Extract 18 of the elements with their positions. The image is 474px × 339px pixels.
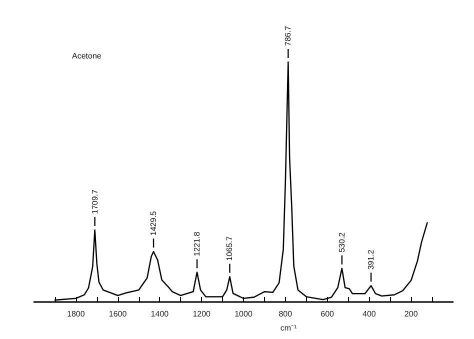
x-tick-label: 1800 xyxy=(67,310,86,318)
x-tick-label: 600 xyxy=(320,310,335,318)
x-tick-label: 800 xyxy=(278,310,293,318)
x-tick-label: 1400 xyxy=(150,310,170,318)
annotation: 391.2 xyxy=(366,249,376,270)
x-tick-label: 1000 xyxy=(234,310,253,318)
annotation: 1709.7 xyxy=(90,188,100,214)
annotation: 1429.5 xyxy=(149,210,158,236)
annotation: 786.7 xyxy=(284,25,293,46)
x-tick-label: 200 xyxy=(404,310,418,318)
annotation: 1221.8 xyxy=(192,231,202,256)
text: Acetone xyxy=(72,52,102,60)
x-tick-label: 1600 xyxy=(108,310,128,318)
x-tick-label: 400 xyxy=(362,310,376,318)
annotation: 1065.7 xyxy=(225,236,234,261)
annotation: 530.2 xyxy=(337,232,346,252)
x-axis-title: cm⁻¹ xyxy=(280,324,297,332)
x-tick-label: 1200 xyxy=(192,310,212,318)
